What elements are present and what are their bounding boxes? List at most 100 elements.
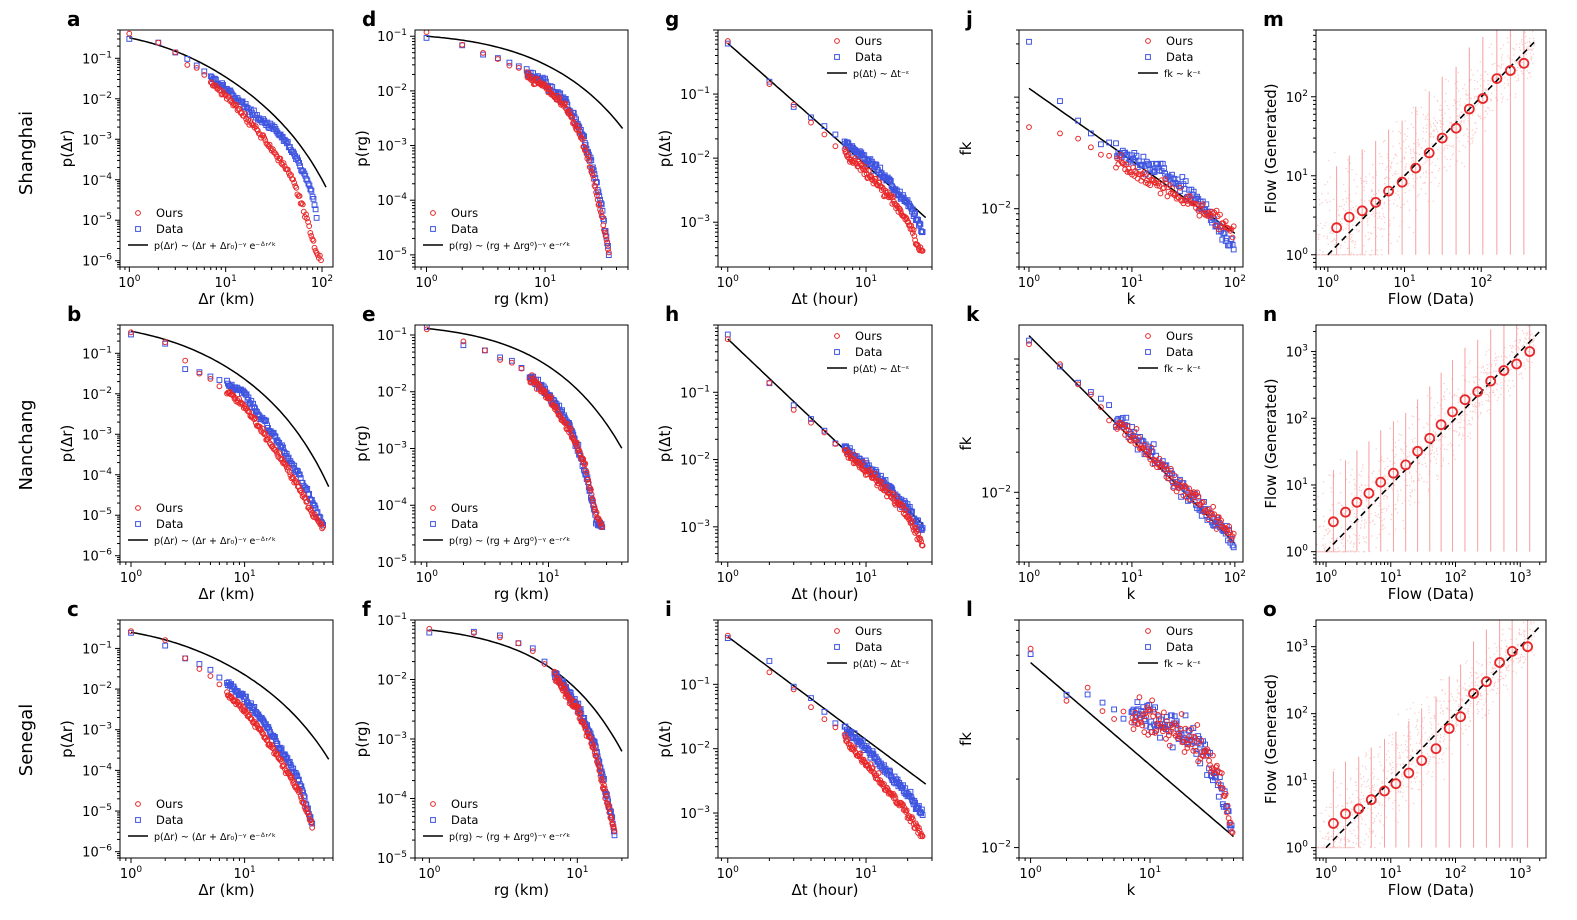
cloud-point — [1469, 410, 1471, 413]
cloud-point — [1322, 525, 1325, 527]
y-tick-label: 10−4 — [377, 791, 407, 808]
cloud-point — [1360, 470, 1362, 472]
cloud-point — [1525, 338, 1527, 341]
ours-point — [162, 637, 169, 643]
legend-label: p(Δr) ~ (Δr + Δr₀)⁻ᵞ e⁻ᐞʳᐟᵏ — [154, 241, 276, 252]
cloud-point — [1357, 231, 1359, 233]
axes-frame — [1018, 29, 1244, 268]
ours-point — [1148, 444, 1155, 451]
ours-point — [276, 450, 283, 457]
ticks — [115, 29, 323, 272]
cloud-point — [1377, 217, 1379, 219]
ours-point — [1204, 213, 1211, 219]
cloud-point — [1430, 181, 1432, 184]
cloud-point — [1355, 192, 1357, 195]
cloud-point — [1468, 423, 1470, 425]
cloud-point — [1532, 62, 1534, 64]
cloud-point — [1394, 153, 1397, 155]
legend-marker-data — [430, 521, 436, 527]
y-axis-label: p(Δr) — [58, 720, 76, 758]
cloud-point — [1460, 111, 1462, 113]
cloud-point — [1346, 254, 1348, 256]
cloud-point — [1424, 118, 1427, 120]
plot-area — [128, 329, 330, 532]
cloud-point — [1500, 56, 1503, 59]
cloud-point — [1350, 240, 1353, 243]
cloud-point — [1319, 222, 1322, 225]
y-tick-label: 10−1 — [680, 384, 710, 401]
plot-area — [1316, 30, 1536, 256]
cloud-point — [1441, 465, 1443, 467]
cloud-point — [1344, 241, 1346, 243]
cloud-point — [1448, 108, 1450, 111]
cloud-point — [1369, 521, 1372, 524]
cloud-point — [1464, 115, 1466, 117]
mean-marker — [1477, 93, 1489, 104]
cloud-point — [1485, 354, 1487, 356]
data-point — [1088, 130, 1094, 137]
cloud-point — [1364, 519, 1366, 521]
cloud-point — [1425, 115, 1427, 118]
ours-point — [910, 227, 917, 233]
cloud-point — [1346, 509, 1348, 512]
y-axis-label: p(Δt) — [656, 425, 674, 462]
cloud-point — [1396, 162, 1398, 165]
y-tick-label: 102 — [1286, 410, 1308, 427]
cloud-point — [1358, 542, 1361, 545]
cloud-point — [1455, 430, 1457, 432]
cloud-point — [1390, 242, 1392, 244]
series-data — [126, 36, 320, 221]
ours-point — [201, 72, 208, 78]
cloud-point — [1521, 72, 1524, 75]
cloud-point — [1373, 215, 1376, 217]
ours-point — [597, 206, 603, 213]
cloud-point — [1530, 59, 1533, 61]
x-tick-label: 100 — [717, 569, 740, 586]
y-axis-label: fk — [957, 141, 975, 155]
series-data — [724, 40, 926, 236]
cloud-point — [1425, 465, 1427, 467]
cloud-point — [1449, 422, 1451, 424]
ours-point — [1177, 184, 1183, 191]
mean-marker — [1498, 365, 1510, 376]
cloud-point — [1334, 151, 1336, 154]
ours-point — [882, 485, 889, 491]
cloud-point — [1436, 478, 1439, 481]
cloud-point — [1509, 344, 1511, 347]
cloud-point — [1350, 209, 1352, 211]
cloud-point — [1371, 472, 1374, 475]
ours-point — [1130, 432, 1136, 439]
mean-marker — [1511, 358, 1522, 370]
cloud-point — [1443, 147, 1446, 149]
cloud-point — [1422, 127, 1425, 129]
cloud-point — [1316, 508, 1319, 510]
cloud-point — [1346, 551, 1348, 553]
ours-point — [1226, 523, 1232, 530]
cloud-point — [1474, 79, 1476, 82]
cloud-point — [1409, 451, 1411, 454]
cloud-point — [1507, 71, 1510, 73]
ours-point — [314, 252, 321, 258]
legend-label: Ours — [451, 501, 478, 515]
ours-point — [1026, 124, 1032, 130]
cloud-point — [1337, 551, 1340, 553]
cloud-point — [1457, 118, 1459, 120]
cloud-point — [1525, 332, 1528, 334]
cloud-point — [1363, 254, 1365, 256]
cloud-point — [1475, 412, 1477, 414]
ours-point — [912, 524, 919, 531]
data-point — [808, 416, 814, 422]
cloud-point — [1405, 139, 1407, 141]
data-point — [1161, 165, 1167, 171]
cloud-point — [1530, 342, 1532, 344]
ours-point — [603, 236, 610, 243]
cloud-point — [1369, 507, 1371, 510]
cloud-point — [1506, 98, 1509, 101]
series-ours — [1026, 341, 1237, 543]
cloud-point — [1426, 124, 1428, 126]
data-point — [1057, 363, 1063, 370]
cloud-point — [1380, 249, 1382, 251]
cloud-point — [1494, 352, 1497, 355]
